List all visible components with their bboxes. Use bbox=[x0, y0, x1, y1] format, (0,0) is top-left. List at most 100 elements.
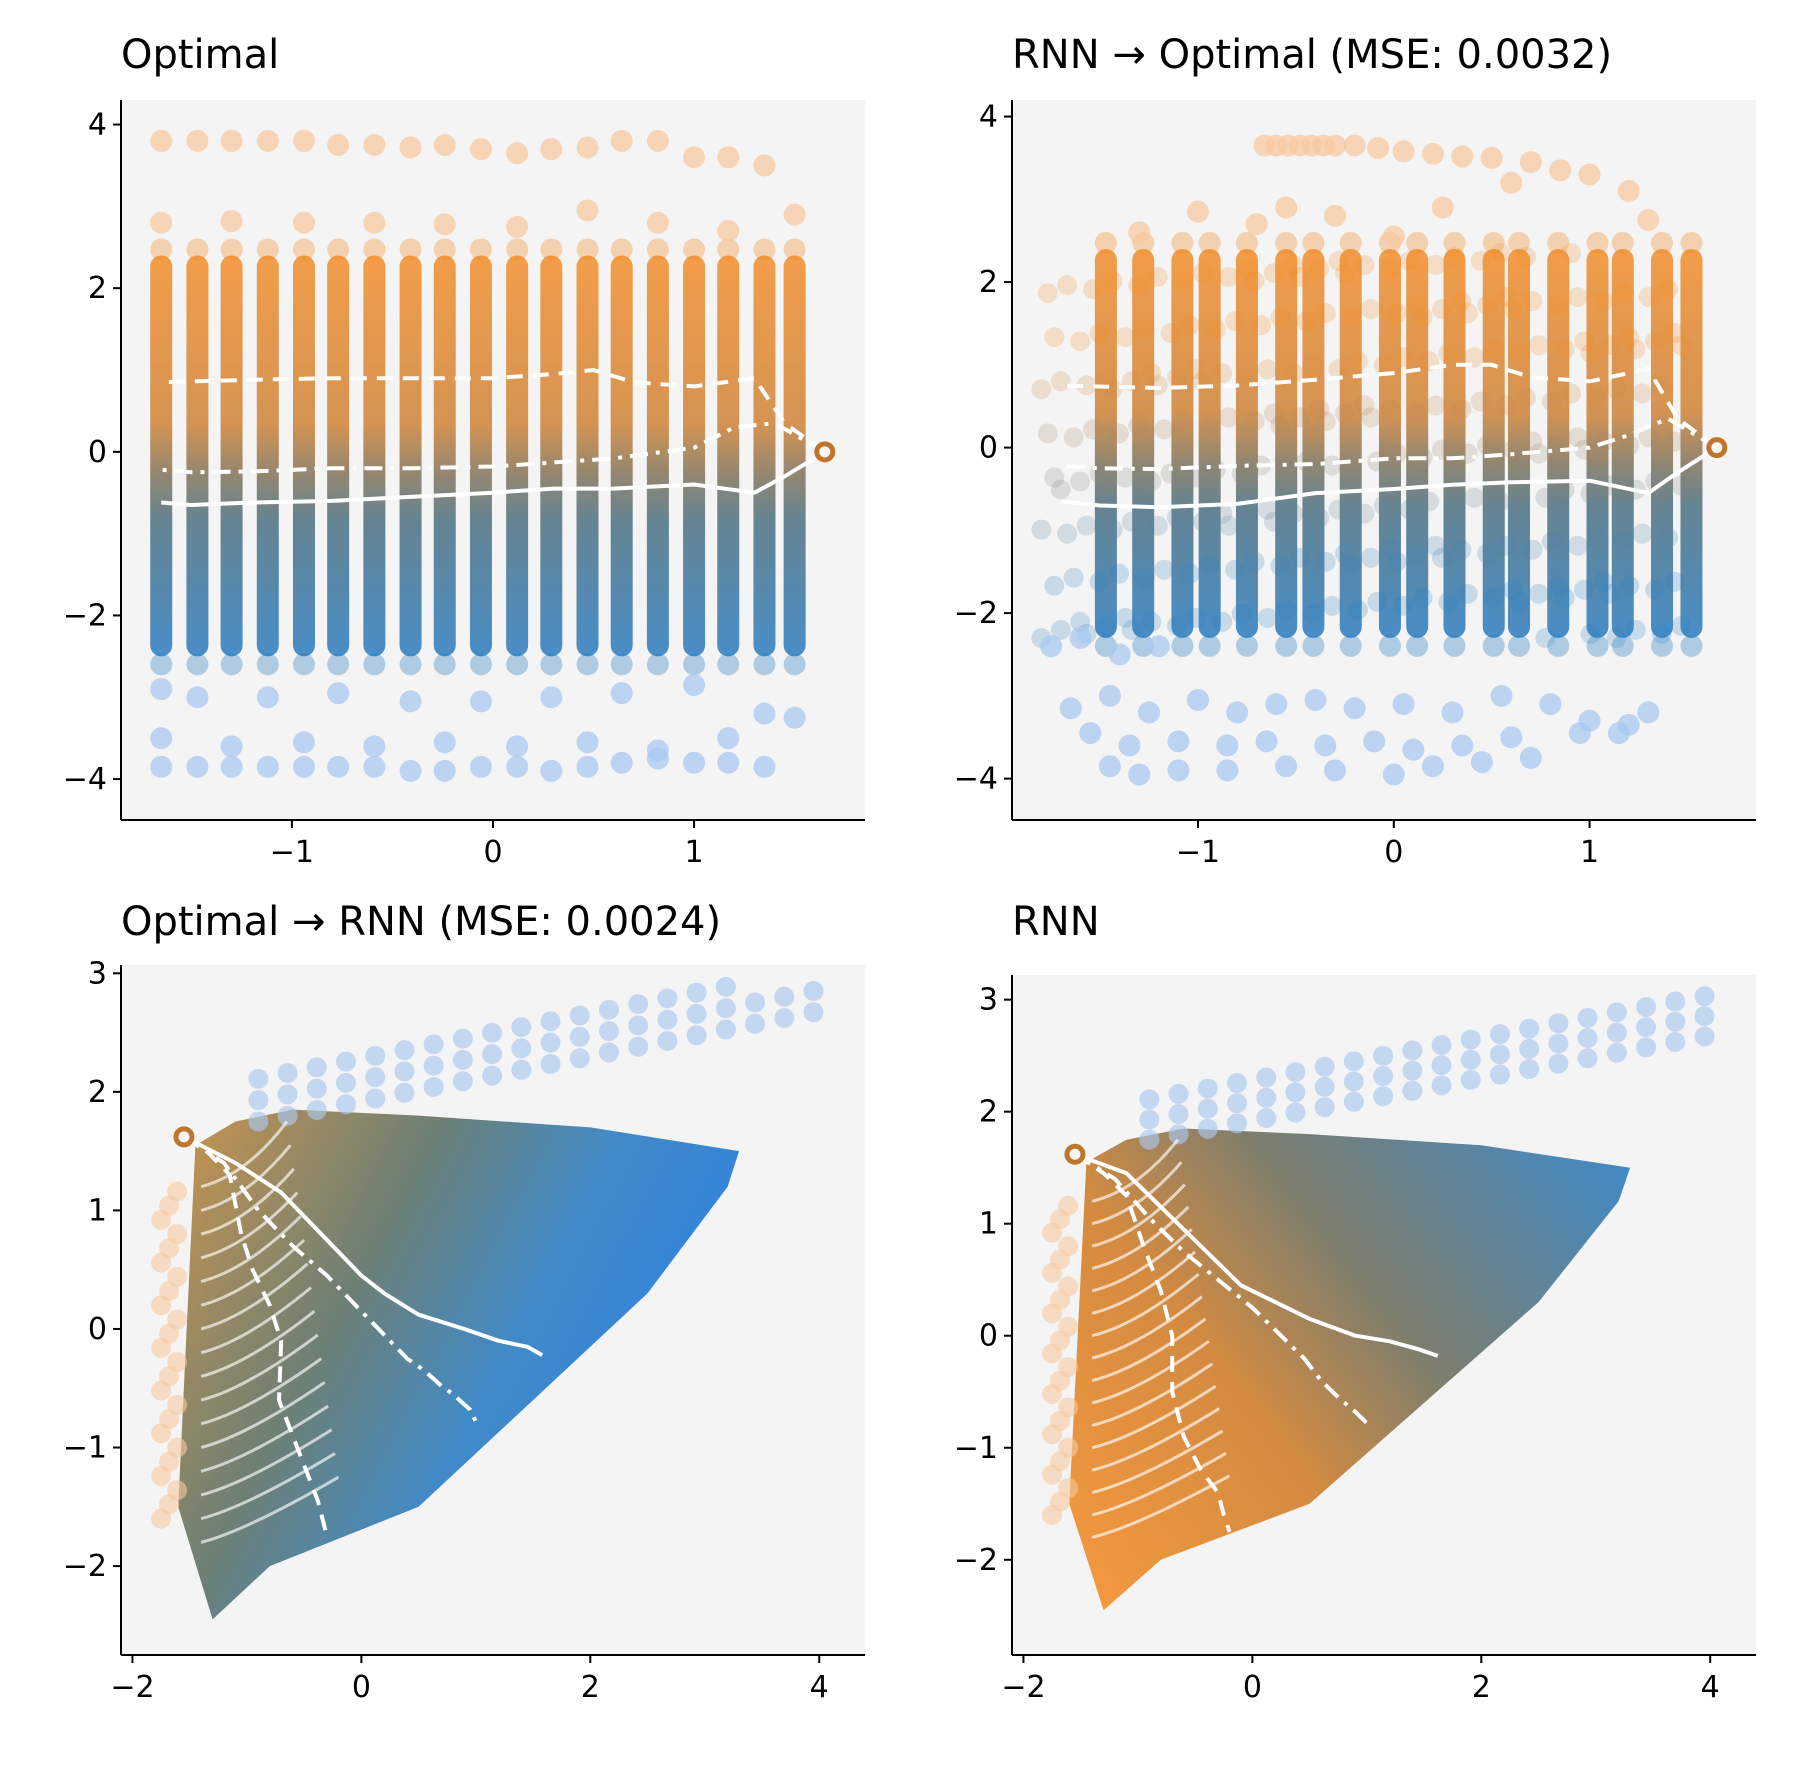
point bbox=[774, 1007, 795, 1028]
point bbox=[1548, 575, 1569, 596]
point bbox=[336, 1051, 357, 1072]
point bbox=[327, 653, 350, 676]
point bbox=[1283, 503, 1304, 524]
point bbox=[1431, 196, 1454, 219]
point bbox=[1199, 415, 1220, 436]
point bbox=[1050, 371, 1071, 392]
x-tick-label: 4 bbox=[1701, 1670, 1720, 1705]
point bbox=[1302, 603, 1323, 624]
point bbox=[1285, 1102, 1306, 1123]
point bbox=[1263, 511, 1284, 532]
point bbox=[1522, 291, 1543, 312]
scatter-points bbox=[151, 976, 824, 1620]
point bbox=[1402, 738, 1425, 761]
trajectory-dashdot bbox=[1073, 1152, 1369, 1425]
point bbox=[1373, 1066, 1394, 1087]
point-column bbox=[1302, 248, 1325, 638]
point bbox=[256, 238, 279, 261]
point bbox=[1548, 1033, 1569, 1054]
point bbox=[1515, 246, 1536, 267]
point bbox=[1580, 623, 1601, 644]
point bbox=[1386, 551, 1407, 572]
point bbox=[1607, 722, 1630, 745]
point bbox=[1044, 575, 1065, 596]
point bbox=[1606, 379, 1627, 400]
point bbox=[150, 755, 173, 778]
point bbox=[1339, 634, 1362, 657]
point-column bbox=[1508, 248, 1531, 638]
point bbox=[167, 1480, 188, 1501]
trajectory-solid bbox=[1060, 445, 1718, 510]
row-arc bbox=[200, 1167, 295, 1236]
point bbox=[186, 653, 209, 676]
point bbox=[1568, 722, 1591, 745]
point bbox=[1276, 459, 1297, 480]
point bbox=[1586, 231, 1609, 254]
point bbox=[336, 1072, 357, 1093]
panel-optimal-to-rnn: Optimal → RNN (MSE: 0.0024) −2 0 2 4 −2 −1 0 1 2… bbox=[63, 899, 865, 1705]
point bbox=[1187, 689, 1209, 711]
point bbox=[1464, 347, 1485, 368]
row-arc bbox=[200, 1475, 340, 1544]
point bbox=[292, 211, 315, 234]
point bbox=[576, 731, 599, 754]
point bbox=[1315, 411, 1336, 432]
x-tick-label: −1 bbox=[1176, 835, 1220, 870]
point bbox=[1058, 1276, 1079, 1297]
y-tick-label: 2 bbox=[979, 1095, 998, 1130]
point bbox=[433, 653, 456, 676]
y-tick-label: 0 bbox=[979, 431, 998, 466]
trajectory-lines bbox=[1060, 362, 1728, 510]
point bbox=[683, 751, 706, 774]
point-column bbox=[1198, 248, 1221, 638]
point bbox=[1503, 579, 1524, 600]
point bbox=[1399, 250, 1420, 271]
point bbox=[1235, 634, 1258, 657]
point bbox=[363, 735, 386, 758]
point-column bbox=[540, 255, 563, 657]
point bbox=[1115, 467, 1136, 488]
point bbox=[1373, 355, 1394, 376]
trajectory-dashdot bbox=[1060, 416, 1718, 472]
point bbox=[1198, 634, 1221, 657]
point bbox=[1235, 231, 1258, 254]
point bbox=[1567, 427, 1588, 448]
point bbox=[1263, 403, 1284, 424]
point bbox=[506, 735, 529, 758]
point-column bbox=[683, 255, 706, 657]
point bbox=[1173, 271, 1194, 292]
panel-background bbox=[121, 100, 865, 820]
point bbox=[1671, 615, 1692, 636]
point bbox=[1612, 531, 1633, 552]
point bbox=[292, 129, 315, 152]
point bbox=[150, 727, 173, 750]
row-arc bbox=[1091, 1429, 1224, 1495]
point bbox=[1451, 145, 1474, 168]
point bbox=[1554, 587, 1575, 608]
start-marker bbox=[814, 441, 836, 463]
point bbox=[306, 1078, 327, 1099]
point bbox=[1285, 1082, 1306, 1103]
point bbox=[1496, 287, 1517, 308]
row-arc bbox=[1091, 1295, 1203, 1360]
point bbox=[1115, 327, 1136, 348]
y-tick-label: −1 bbox=[63, 1431, 107, 1466]
point bbox=[1664, 571, 1685, 592]
point bbox=[1367, 137, 1390, 159]
point bbox=[1218, 407, 1239, 428]
point bbox=[1168, 1083, 1189, 1104]
point bbox=[1256, 1067, 1277, 1088]
point bbox=[1089, 323, 1110, 344]
point bbox=[256, 129, 279, 152]
point bbox=[1186, 607, 1207, 628]
point bbox=[1275, 755, 1298, 778]
point bbox=[1577, 1007, 1598, 1028]
point bbox=[277, 1063, 298, 1084]
point bbox=[1283, 255, 1304, 276]
point-column bbox=[399, 255, 422, 657]
point bbox=[1438, 591, 1459, 612]
point bbox=[686, 1003, 707, 1024]
point bbox=[1296, 451, 1317, 472]
point bbox=[683, 238, 706, 261]
point bbox=[1128, 275, 1149, 296]
